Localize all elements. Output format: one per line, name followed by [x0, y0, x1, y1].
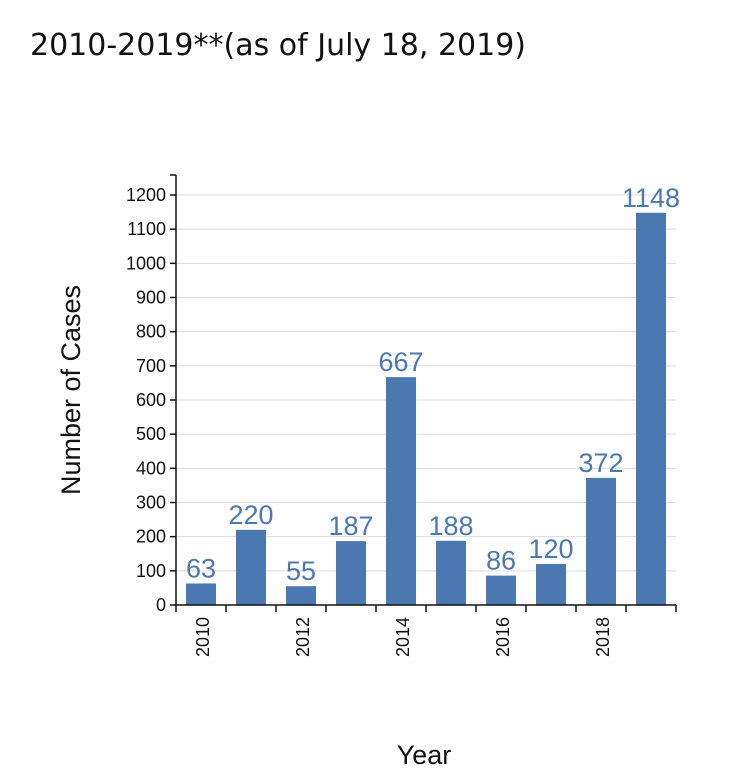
data-label-2016: 86 [486, 546, 516, 576]
data-label-2011: 220 [228, 500, 273, 530]
x-tick-label: 2014 [393, 617, 413, 657]
bar-2018 [586, 477, 616, 605]
x-tick-label: 2016 [493, 617, 513, 657]
data-label-2014: 667 [378, 347, 423, 377]
axes: 0100200300400500600700800900100011001200… [126, 174, 677, 657]
x-tick-label: 2018 [593, 617, 613, 657]
data-label-2019: 1148 [622, 183, 680, 213]
page-title: 2010-2019**(as of July 18, 2019) [30, 28, 527, 63]
bar-2014 [386, 377, 416, 605]
data-labels: 63 220 55 187 667 188 86 120 372 1148 [186, 183, 680, 586]
data-label-2017: 120 [528, 534, 573, 564]
gridlines [176, 194, 676, 572]
bar-2012 [286, 586, 316, 605]
y-tick-label: 600 [136, 390, 166, 410]
x-tick-label: 2010 [193, 617, 213, 657]
y-tick-label: 1200 [126, 185, 166, 205]
y-axis-ticks: 0 100 200 300 400 500 600 700 800 900 1000 1100 1200 [126, 174, 176, 615]
bar-2010 [186, 583, 216, 605]
y-tick-label: 1000 [126, 253, 166, 273]
bar-2015 [436, 540, 466, 605]
y-tick-label: 400 [136, 458, 166, 478]
y-tick-label: 800 [136, 322, 166, 342]
y-axis-title: Number of Cases [56, 285, 86, 495]
data-label-2018: 372 [578, 448, 623, 478]
bars [186, 212, 666, 605]
bar-2017 [536, 564, 566, 605]
bar-2011 [236, 529, 266, 605]
y-tick-label: 0 [156, 595, 166, 615]
data-label-2013: 187 [328, 511, 373, 541]
x-axis-title: Year [397, 740, 452, 770]
x-tick-label: 2012 [293, 617, 313, 657]
data-label-2015: 188 [428, 511, 473, 541]
y-tick-label: 500 [136, 424, 166, 444]
y-tick-label: 900 [136, 288, 166, 308]
y-tick-label: 1100 [127, 219, 166, 239]
y-tick-label: 700 [136, 356, 166, 376]
bar-2016 [486, 575, 516, 605]
y-tick-label: 200 [136, 527, 166, 547]
data-label-2010: 63 [186, 553, 216, 583]
bar-2013 [336, 541, 366, 605]
y-tick-label: 300 [136, 493, 166, 513]
bar-2019 [636, 212, 666, 605]
y-tick-label: 100 [136, 561, 166, 581]
x-axis-ticks: 2010 2012 2014 2016 2018 [175, 605, 677, 657]
data-label-2012: 55 [286, 556, 316, 586]
